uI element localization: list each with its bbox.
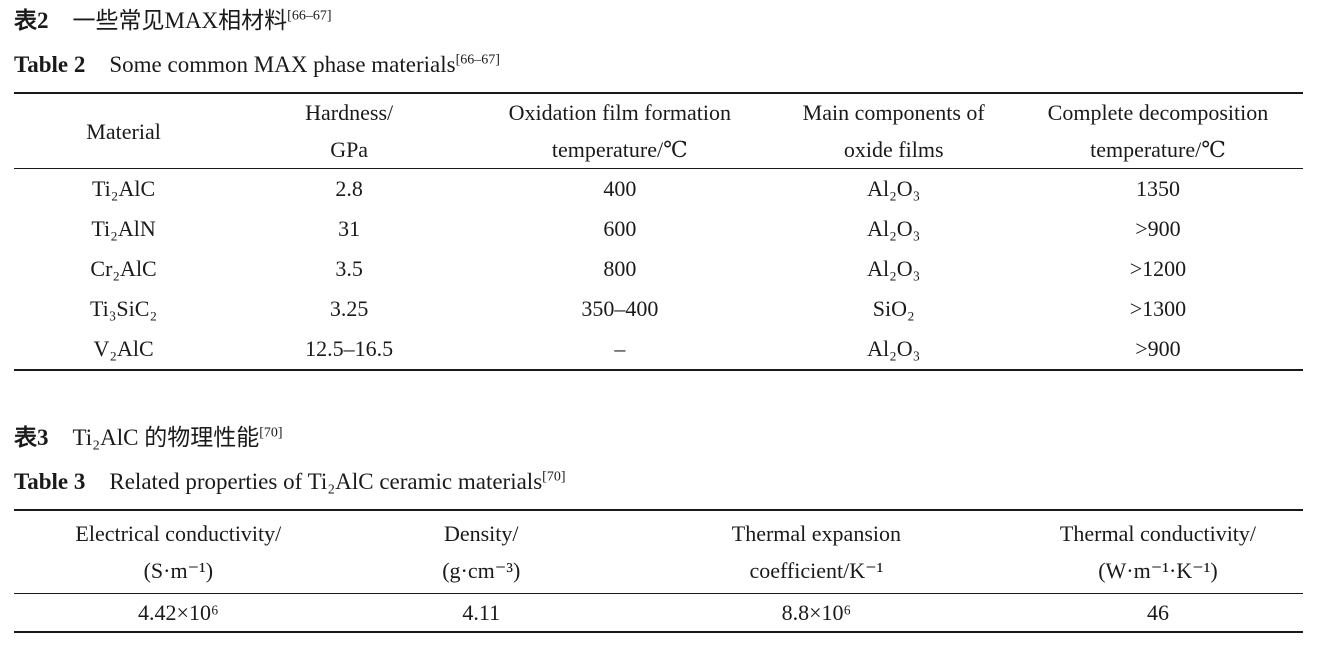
- header-line: (W·m⁻¹·K⁻¹): [1098, 558, 1218, 583]
- table2-cell: Ti₃SiC₂: [89, 296, 158, 321]
- table2-row: Ti₃SiC₂ 3.25 350–400 SiO₂ >1300: [14, 289, 1303, 329]
- header-line: temperature/℃: [551, 137, 688, 162]
- table3-header-thermal-conductivity: Thermal conductivity/ (W·m⁻¹·K⁻¹): [1013, 510, 1303, 594]
- header-line: (S·m⁻¹): [143, 558, 214, 583]
- table2-caption-zh: 表2 一些常见MAX相材料[66–67]: [14, 6, 1303, 36]
- table2-cell: Ti₂AlN: [91, 216, 156, 241]
- table2-caption-zh-title: 一些常见MAX相材料: [72, 8, 288, 33]
- table2-row: Ti₂AlN 31 600 Al₂O₃ >900: [14, 209, 1303, 249]
- header-line: GPa: [330, 137, 369, 162]
- table3-header-row: Electrical conductivity/ (S·m⁻¹) Density…: [14, 510, 1303, 594]
- table2-cell: >900: [1135, 216, 1181, 241]
- table2-row: V₂AlC 12.5–16.5 – Al₂O₃ >900: [14, 329, 1303, 370]
- table3-row: 4.42×10⁶ 4.11 8.8×10⁶ 46: [14, 594, 1303, 633]
- header-line: Complete decomposition: [1047, 100, 1269, 125]
- table2-cell: 800: [603, 256, 637, 281]
- table2-row: Cr₂AlC 3.5 800 Al₂O₃ >1200: [14, 249, 1303, 289]
- header-line: Material: [86, 118, 161, 144]
- table2-caption-en-title: Some common MAX phase materials: [109, 52, 456, 77]
- table3-cell: 8.8×10⁶: [781, 599, 852, 625]
- header-line: temperature/℃: [1090, 137, 1226, 162]
- header-line: Main components of: [802, 100, 985, 125]
- table2: Material Hardness/ GPa Oxidation film fo…: [14, 92, 1303, 371]
- table3: Electrical conductivity/ (S·m⁻¹) Density…: [14, 509, 1303, 633]
- table2-caption-en-label: Table 2: [14, 52, 86, 77]
- table2-cell: Cr₂AlC: [90, 256, 157, 281]
- table2-caption-en-ref: [66–67]: [455, 52, 500, 68]
- table2-header-row: Material Hardness/ GPa Oxidation film fo…: [14, 93, 1303, 169]
- table2-cell: –: [614, 336, 626, 361]
- table2-cell: 3.5: [335, 256, 363, 281]
- table2-caption-en: Table 2 Some common MAX phase materials[6…: [14, 50, 1303, 80]
- table2-cell: Al₂O₃: [867, 336, 921, 361]
- table2-cell: 400: [603, 176, 637, 201]
- table2-cell: 2.8: [335, 176, 363, 201]
- table3-caption-zh: 表3 Ti₂AlC 的物理性能[70]: [14, 423, 1303, 453]
- header-line: (g·cm⁻³): [442, 558, 521, 583]
- table3-cell: 46: [1146, 599, 1169, 625]
- table2-caption-zh-ref: [66–67]: [287, 8, 332, 24]
- table3-caption-zh-title: Ti₂AlC 的物理性能: [72, 425, 260, 450]
- header-line: coefficient/K⁻¹: [749, 558, 884, 583]
- table2-caption-zh-label: 表2: [14, 8, 49, 33]
- header-line: Oxidation film formation: [508, 100, 732, 125]
- table2-cell: Ti₂AlC: [92, 176, 156, 201]
- table3-header-thermal-expansion: Thermal expansion coefficient/K⁻¹: [620, 510, 1013, 594]
- table3-header-density: Density/ (g·cm⁻³): [343, 510, 620, 594]
- table2-cell: >900: [1135, 336, 1181, 361]
- table3-cell: 4.11: [462, 599, 501, 625]
- table2-header-oxidation-temp: Oxidation film formation temperature/℃: [465, 93, 774, 169]
- header-line: oxide films: [843, 137, 944, 162]
- header-line: Density/: [443, 521, 519, 546]
- table3-caption-en: Table 3 Related properties of Ti₂AlC cera…: [14, 467, 1303, 497]
- table2-cell: >1200: [1129, 256, 1187, 281]
- header-line: Hardness/: [305, 100, 394, 125]
- table2-header-hardness: Hardness/ GPa: [233, 93, 465, 169]
- table2-cell: 3.25: [329, 296, 369, 321]
- table2-cell: 31: [338, 216, 361, 241]
- table3-caption-en-label: Table 3: [14, 469, 86, 494]
- table2-cell: 350–400: [581, 296, 659, 321]
- table3-cell: 4.42×10⁶: [138, 599, 219, 625]
- header-line: Thermal expansion: [731, 521, 901, 546]
- table2-cell: SiO₂: [872, 296, 915, 321]
- table3-caption-zh-ref: [70]: [259, 425, 283, 441]
- table3-header-electrical-conductivity: Electrical conductivity/ (S·m⁻¹): [14, 510, 343, 594]
- header-line: Thermal conductivity/: [1059, 521, 1257, 546]
- table2-cell: >1300: [1129, 296, 1187, 321]
- table3-caption-en-ref: [70]: [542, 469, 566, 485]
- table2-cell: 1350: [1135, 176, 1180, 201]
- table2-cell: V₂AlC: [93, 336, 154, 361]
- table2-header-decomposition-temp: Complete decomposition temperature/℃: [1013, 93, 1303, 169]
- table3-caption-en-title: Related properties of Ti₂AlC ceramic mat…: [109, 469, 543, 494]
- table2-cell: Al₂O₃: [867, 176, 921, 201]
- table2-row: Ti₂AlC 2.8 400 Al₂O₃ 1350: [14, 169, 1303, 210]
- table2-cell: 12.5–16.5: [305, 336, 394, 361]
- header-line: Electrical conductivity/: [75, 521, 282, 546]
- table2-cell: Al₂O₃: [867, 216, 921, 241]
- table2-cell: Al₂O₃: [867, 256, 921, 281]
- table2-cell: 600: [603, 216, 637, 241]
- table3-caption-zh-label: 表3: [14, 425, 49, 450]
- table2-header-material: Material: [14, 93, 233, 169]
- table2-header-oxide-components: Main components of oxide films: [775, 93, 1013, 169]
